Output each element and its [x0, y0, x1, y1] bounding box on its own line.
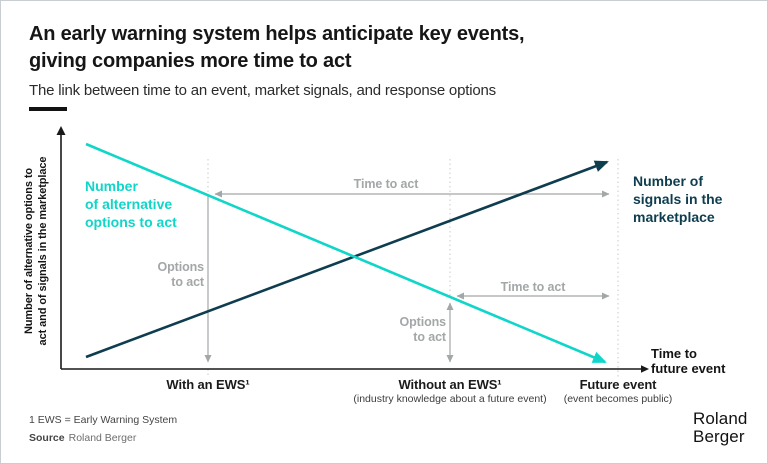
x-tick-with-ews: With an EWS¹: [166, 377, 250, 392]
y-axis-arrow-icon: [56, 126, 66, 135]
chart-canvas: [56, 126, 649, 379]
title-accent-dash: [29, 107, 67, 111]
signals-line-label: Number of signals in the marketplace: [633, 173, 723, 225]
source-label: Source: [29, 432, 65, 444]
x-axis-arrow-icon: [641, 365, 649, 373]
options-line-label: Number of alternative options to act: [85, 178, 177, 230]
source-value: Roland Berger: [68, 432, 137, 444]
roland-berger-logo: Roland Berger: [693, 409, 748, 446]
page-subtitle: The link between time to an event, marke…: [29, 82, 496, 99]
x-tick-without-ews: Without an EWS¹: [398, 377, 502, 392]
source-line: Source Roland Berger: [29, 432, 136, 444]
x-tick-future-event-sublabel: (event becomes public): [563, 393, 673, 405]
options-line: [85, 142, 607, 364]
x-tick-without-ews-sublabel: (industry knowledge about a future event…: [353, 393, 547, 405]
y-axis-label: Number of alternative options to act and…: [23, 156, 49, 346]
page-title: An early warning system helps anticipate…: [29, 23, 525, 72]
time-to-act-label-bottom: Time to act: [500, 280, 566, 294]
x-tick-future-event: Future event: [579, 377, 657, 392]
signals-line: [85, 160, 609, 359]
x-axis-title: Time to future event: [651, 346, 726, 376]
options-to-act-label-right: Options to act: [399, 315, 446, 344]
time-to-act-label-top: Time to act: [353, 177, 419, 191]
footnote: 1 EWS = Early Warning System: [29, 414, 178, 426]
options-to-act-label-left: Options to act: [157, 260, 204, 289]
